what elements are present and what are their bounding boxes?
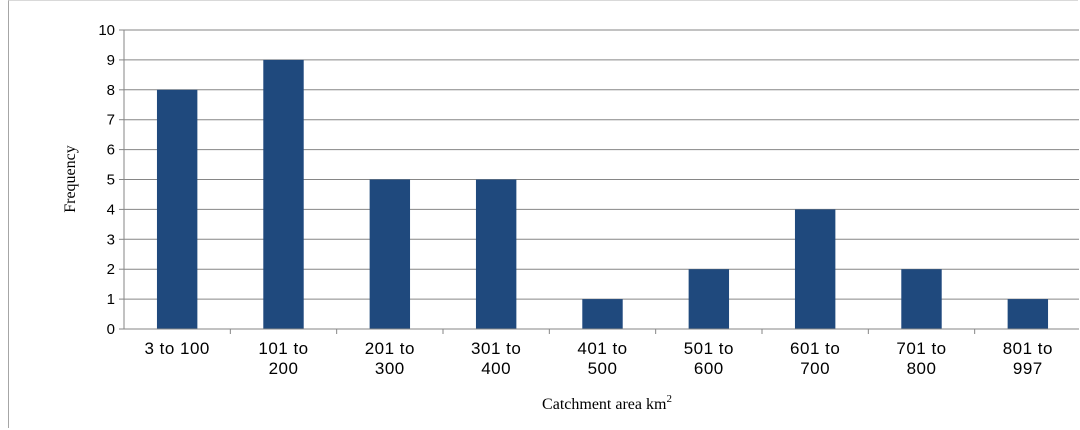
- x-tick-label: 3 to 100: [144, 339, 209, 358]
- y-tick-label: 9: [107, 52, 115, 69]
- x-tick-label-line: 700: [800, 359, 830, 378]
- bar: [156, 89, 198, 329]
- y-tick-label: 0: [107, 321, 115, 338]
- x-tick-label: 201 to 300: [365, 339, 415, 378]
- x-axis-title-text: Catchment area km: [542, 396, 667, 413]
- bar: [263, 59, 304, 330]
- x-tick-label-line: 400: [481, 359, 511, 378]
- bar: [475, 179, 517, 329]
- y-tick-label: 6: [107, 142, 115, 159]
- y-tick-label: 8: [107, 82, 115, 99]
- chart-frame: 0 1 2 3 4 5 6 7 8 9 10 3 to 100 101 to 200 201 to 300 3…: [8, 0, 1079, 428]
- x-tick-label-line: 200: [269, 359, 299, 378]
- x-axis-title: Catchment area km2: [542, 393, 672, 413]
- bar: [901, 269, 942, 329]
- x-tick-label: 501 to 600: [684, 339, 734, 378]
- x-tick-label-line: 500: [588, 359, 618, 378]
- axes: [119, 29, 1079, 334]
- x-tick-label-line: 600: [694, 359, 724, 378]
- x-tick-label-line: 701 to: [896, 339, 946, 358]
- bar: [688, 269, 730, 329]
- x-tick-label: 401 to 500: [577, 339, 627, 378]
- x-tick-label-line: 301 to: [471, 339, 521, 358]
- x-axis-title-superscript: 2: [666, 393, 672, 405]
- bar: [369, 179, 411, 329]
- y-tick-label: 7: [107, 112, 115, 129]
- x-tick-label-line: 997: [1013, 359, 1043, 378]
- bar: [582, 299, 623, 329]
- x-tick-label: 601 to 700: [790, 339, 840, 378]
- x-tick-label-line: 201 to: [365, 339, 415, 358]
- x-tick-labels: 3 to 100 101 to 200 201 to 300 301 to 400 401 t…: [144, 339, 1053, 378]
- x-tick-label-line: 800: [907, 359, 937, 378]
- x-tick-label-line: 601 to: [790, 339, 840, 358]
- y-axis-title: Frequency: [62, 145, 79, 213]
- x-tick-label: 101 to 200: [258, 339, 308, 378]
- y-tick-label: 3: [107, 231, 115, 248]
- x-tick-label-line: 3 to 100: [144, 339, 209, 358]
- y-tick-label: 4: [107, 201, 115, 218]
- x-tick-label: 701 to 800: [896, 339, 946, 378]
- x-tick-label-line: 300: [375, 359, 405, 378]
- y-tick-label: 2: [107, 261, 115, 278]
- x-tick-label: 301 to 400: [471, 339, 521, 378]
- x-tick-label-line: 101 to: [258, 339, 308, 358]
- x-tick-label: 801 to 997: [1003, 339, 1053, 378]
- y-tick-labels: 0 1 2 3 4 5 6 7 8 9 10: [98, 22, 115, 338]
- bars: [156, 59, 1049, 330]
- x-tick-label-line: 401 to: [577, 339, 627, 358]
- y-tick-label: 10: [98, 22, 115, 39]
- x-tick-label-line: 801 to: [1003, 339, 1053, 358]
- y-tick-label: 5: [107, 172, 115, 189]
- bar: [794, 209, 836, 329]
- y-tick-label: 1: [107, 291, 115, 308]
- bar: [1007, 299, 1049, 329]
- x-tick-label-line: 501 to: [684, 339, 734, 358]
